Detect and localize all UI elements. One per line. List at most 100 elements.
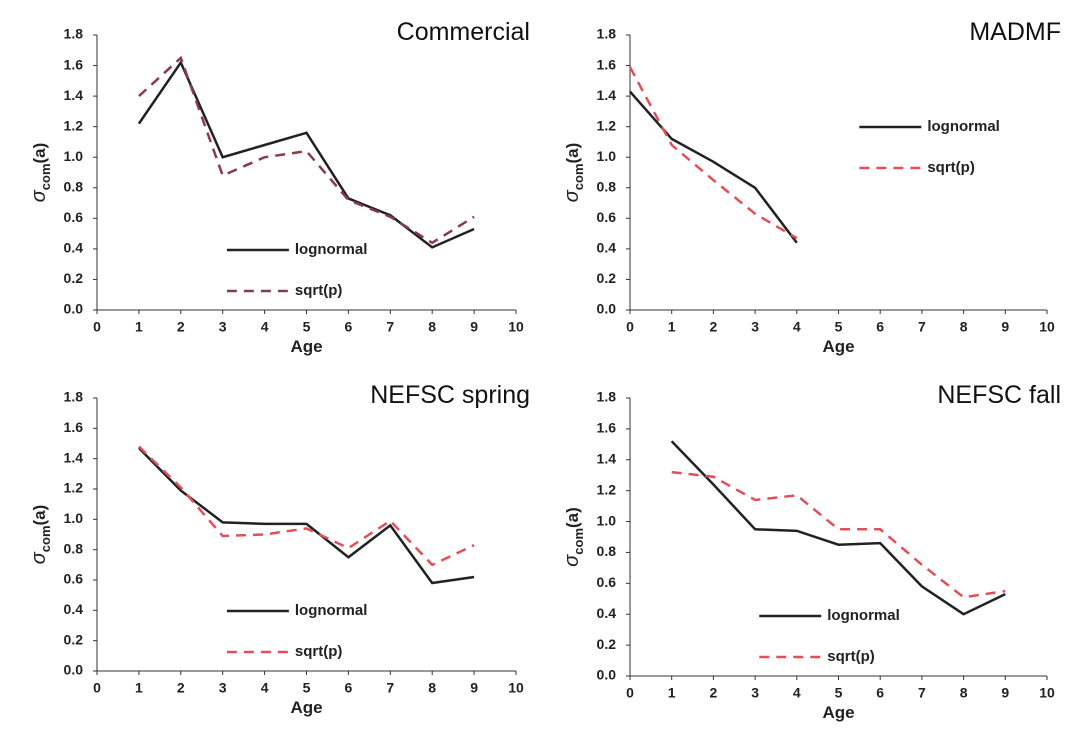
- x-tick-label: 0: [626, 319, 634, 335]
- y-label-part: (a): [563, 507, 582, 528]
- y-axis-label: σcom(a): [28, 143, 53, 203]
- legend-label: lognormal: [295, 602, 368, 619]
- y-tick-label: 0.8: [64, 178, 84, 194]
- x-tick-label: 4: [793, 319, 801, 335]
- y-tick-label: 1.4: [64, 449, 84, 465]
- legend-label: sqrt(p): [927, 159, 975, 176]
- x-tick-label: 5: [303, 680, 311, 696]
- x-tick-label: 4: [261, 319, 269, 335]
- x-tick-label: 9: [470, 319, 478, 335]
- x-tick-label: 4: [261, 680, 269, 696]
- y-tick-label: 1.6: [64, 419, 84, 435]
- x-tick-label: 5: [835, 685, 843, 701]
- chart-title: MADMF: [969, 18, 1061, 46]
- x-tick-label: 10: [1039, 319, 1055, 335]
- y-tick-label: 1.8: [597, 26, 617, 42]
- x-tick-label: 9: [1001, 319, 1009, 335]
- y-label-part: (a): [30, 143, 49, 164]
- y-tick-label: 1.0: [597, 148, 617, 164]
- y-tick-label: 0.2: [597, 270, 617, 286]
- x-tick-label: 1: [135, 680, 143, 696]
- x-axis-label: Age: [822, 703, 854, 722]
- x-tick-label: 6: [876, 319, 884, 335]
- data-line: [138, 447, 475, 585]
- y-label-part: σ: [28, 551, 50, 564]
- y-tick-label: 0.8: [597, 543, 617, 559]
- y-tick-label: 1.8: [64, 389, 84, 405]
- y-tick-label: 1.4: [597, 87, 617, 103]
- y-label-part: com: [38, 525, 53, 552]
- y-label-part: (a): [563, 143, 582, 164]
- x-tick-label: 7: [386, 319, 394, 335]
- panel: 0.0 0.2 0.4 0.6 0.8 1.0 1.2 1.4 1.6 1.8 0 1 2 3 4 5 6 7 8 9…: [561, 381, 1061, 722]
- panel: 0.0 0.2 0.4 0.6 0.8 1.0 1.2 1.4 1.6 1.8 0 1 2 3 4 5 6 7 8 9…: [28, 18, 530, 356]
- x-tick-label: 10: [508, 319, 524, 335]
- x-tick-label: 3: [751, 319, 759, 335]
- legend-label: lognormal: [827, 607, 900, 624]
- y-tick-label: 0.0: [64, 301, 84, 317]
- y-tick-label: 0.8: [597, 178, 617, 194]
- data-line: [629, 90, 798, 244]
- y-tick-label: 1.2: [64, 480, 84, 496]
- data-line: [628, 66, 798, 240]
- y-label-part: com: [571, 528, 586, 555]
- x-tick-label: 1: [668, 685, 676, 701]
- chart-title: NEFSC spring: [370, 381, 530, 409]
- x-tick-label: 8: [960, 685, 968, 701]
- x-axis-label: Age: [290, 337, 322, 356]
- x-tick-label: 3: [751, 685, 759, 701]
- x-tick-label: 8: [428, 319, 436, 335]
- x-tick-label: 5: [303, 319, 311, 335]
- x-tick-label: 2: [710, 685, 718, 701]
- x-tick-label: 4: [793, 685, 801, 701]
- x-tick-label: 3: [219, 680, 227, 696]
- y-tick-label: 1.4: [597, 450, 617, 466]
- y-tick-label: 1.4: [64, 87, 84, 103]
- y-label-part: com: [38, 163, 53, 190]
- x-tick-label: 0: [93, 319, 101, 335]
- data-line: [671, 470, 1006, 599]
- x-axis-label: Age: [822, 337, 854, 356]
- y-axis-label: σcom(a): [561, 143, 586, 203]
- data-line: [138, 445, 475, 567]
- data-line: [137, 59, 475, 249]
- y-tick-label: 1.2: [597, 481, 617, 497]
- legend-label: lognormal: [295, 241, 368, 258]
- x-tick-label: 5: [835, 319, 843, 335]
- x-tick-label: 6: [345, 680, 353, 696]
- panel: 0.0 0.2 0.4 0.6 0.8 1.0 1.2 1.4 1.6 1.8 0 1 2 3 4 5 6 7 8 9…: [561, 18, 1061, 356]
- legend-label: sqrt(p): [827, 648, 875, 665]
- x-tick-label: 1: [135, 319, 143, 335]
- y-tick-label: 0.6: [64, 571, 84, 587]
- legend-label: sqrt(p): [295, 643, 343, 660]
- data-line: [138, 55, 475, 245]
- x-tick-label: 10: [508, 680, 524, 696]
- legend-label: lognormal: [927, 118, 1000, 135]
- y-tick-label: 0.4: [597, 240, 617, 256]
- y-label-part: com: [571, 163, 586, 190]
- y-tick-label: 1.8: [597, 389, 617, 405]
- x-tick-label: 9: [470, 680, 478, 696]
- y-label-part: σ: [561, 189, 583, 202]
- y-label-part: σ: [561, 554, 583, 567]
- y-label-part: σ: [28, 189, 50, 202]
- x-tick-label: 1: [668, 319, 676, 335]
- x-tick-label: 8: [428, 680, 436, 696]
- y-tick-label: 0.8: [64, 540, 84, 556]
- x-tick-label: 6: [876, 685, 884, 701]
- x-tick-label: 7: [386, 680, 394, 696]
- y-tick-label: 1.6: [597, 56, 617, 72]
- x-tick-label: 3: [219, 319, 227, 335]
- y-tick-label: 0.2: [64, 631, 84, 647]
- x-axis-label: Age: [290, 698, 322, 717]
- chart-title: Commercial: [397, 18, 530, 46]
- y-axis-label: σcom(a): [561, 507, 586, 567]
- y-tick-label: 0.0: [597, 301, 617, 317]
- chart-title: NEFSC fall: [937, 381, 1061, 409]
- x-tick-label: 7: [918, 319, 926, 335]
- y-tick-label: 1.2: [64, 117, 84, 133]
- y-tick-label: 1.0: [64, 148, 84, 164]
- y-tick-label: 1.6: [597, 420, 617, 436]
- y-tick-label: 1.6: [64, 56, 84, 72]
